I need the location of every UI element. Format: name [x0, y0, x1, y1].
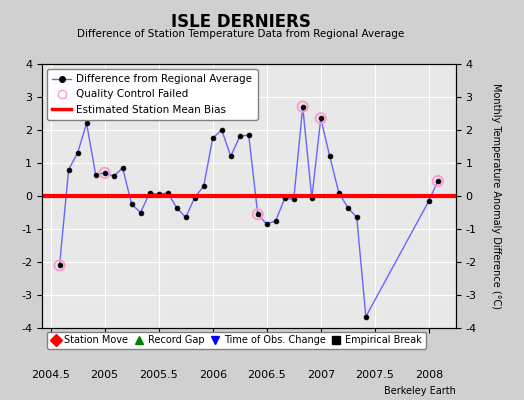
Point [56, 262, 64, 269]
Legend: Station Move, Record Gap, Time of Obs. Change, Empirical Break: Station Move, Record Gap, Time of Obs. C… [47, 332, 426, 349]
Point [434, 178, 442, 184]
Point [299, 104, 307, 110]
Text: Difference of Station Temperature Data from Regional Average: Difference of Station Temperature Data f… [78, 29, 405, 39]
Y-axis label: Monthly Temperature Anomaly Difference (°C): Monthly Temperature Anomaly Difference (… [490, 83, 500, 309]
Point [101, 170, 109, 176]
Point [316, 115, 325, 122]
Legend: Difference from Regional Average, Quality Control Failed, Estimated Station Mean: Difference from Regional Average, Qualit… [47, 69, 257, 120]
Text: ISLE DERNIERS: ISLE DERNIERS [171, 13, 311, 31]
Point [254, 211, 262, 217]
Text: Berkeley Earth: Berkeley Earth [384, 386, 456, 396]
